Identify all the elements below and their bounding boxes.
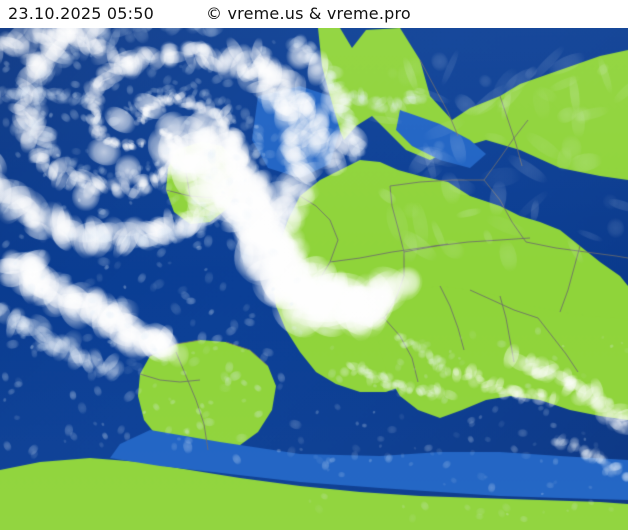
header-bar: 23.10.2025 05:50 © vreme.us & vreme.pro bbox=[0, 0, 628, 28]
credit-label: © vreme.us & vreme.pro bbox=[206, 4, 411, 23]
timestamp-label: 23.10.2025 05:50 bbox=[8, 4, 155, 23]
